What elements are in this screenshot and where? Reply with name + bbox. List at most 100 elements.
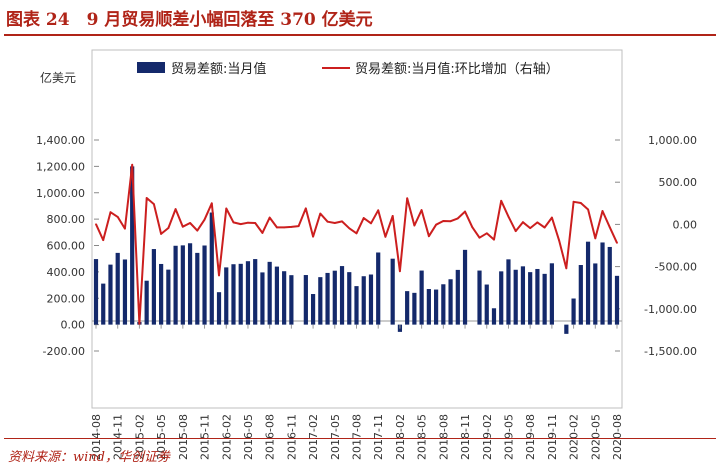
bar-67	[578, 265, 583, 325]
bar-50	[455, 269, 460, 325]
x-tick-label: 2018-02	[394, 414, 407, 460]
bar-29	[303, 275, 308, 325]
line-point-68	[587, 208, 589, 211]
bar-53	[477, 270, 482, 325]
y-tick-label: -200.00	[43, 345, 85, 358]
bar-71	[607, 246, 612, 325]
y-tick-label: 1,400.00	[36, 134, 85, 147]
line-point-52	[471, 226, 474, 229]
line-point-22	[254, 222, 257, 224]
y-tick-label: 1,200.00	[36, 160, 85, 173]
x-tick-label: 2016-08	[264, 414, 277, 460]
bar-49	[448, 279, 453, 325]
bar-16	[209, 212, 214, 325]
bar-47	[433, 289, 439, 325]
line-point-31	[319, 212, 322, 215]
y2-tick-label: 500.00	[659, 176, 698, 189]
x-tick-label: 2020-05	[589, 414, 602, 460]
line-series	[95, 163, 618, 325]
line-point-26	[283, 226, 286, 229]
line-point-47	[435, 223, 437, 226]
bar-43	[405, 291, 410, 325]
left-axis: -200.00 0.00 200.00 400.00 600.00 800.00 1,000…	[36, 134, 99, 358]
line-point-15	[203, 218, 206, 221]
bar-59	[520, 266, 526, 325]
line-point-23	[261, 232, 264, 234]
bar-56	[499, 271, 504, 325]
bar-19	[231, 264, 236, 325]
x-tick-label: 2020-08	[611, 414, 624, 460]
line-point-51	[464, 210, 466, 213]
line-point-14	[196, 229, 199, 232]
bar-62	[542, 273, 547, 325]
line-point-18	[225, 207, 228, 210]
line-point-64	[558, 239, 561, 242]
y2-tick-label: -1,500.00	[644, 345, 697, 358]
title-rule	[4, 34, 716, 36]
bar-38	[368, 274, 374, 325]
bar-series	[93, 166, 620, 334]
legend: 贸易差额:当月值 贸易差额:当月值:环比增加（右轴）	[137, 61, 559, 77]
line-point-16	[210, 202, 213, 205]
bar-20	[238, 263, 243, 325]
y-tick-label: 400.00	[47, 266, 86, 279]
bar-58	[513, 269, 518, 325]
bar-46	[426, 289, 431, 325]
x-tick-label: 2017-11	[372, 414, 385, 460]
bar-13	[187, 243, 193, 325]
y-axis-unit-label: 亿美元	[40, 70, 76, 85]
bar-22	[253, 259, 258, 325]
line-point-70	[601, 210, 604, 212]
bar-9	[159, 263, 164, 325]
bar-4	[122, 259, 128, 325]
x-tick-label: 2020-02	[568, 414, 581, 460]
line-point-59	[522, 221, 524, 224]
line-point-38	[370, 222, 372, 225]
line-point-28	[297, 225, 300, 227]
bar-1	[101, 283, 106, 325]
x-tick-label: 2017-02	[307, 414, 320, 460]
bar-39	[376, 252, 381, 325]
line-point-54	[485, 232, 488, 235]
y2-tick-label: -500.00	[655, 261, 697, 274]
bar-68	[585, 241, 591, 325]
bar-65	[564, 324, 569, 334]
y-tick-label: 1,000.00	[36, 187, 85, 200]
line-point-44	[413, 224, 416, 227]
x-tick-label: 2016-05	[242, 414, 255, 460]
bar-35	[347, 272, 352, 325]
source-note: 资料来源：wind，华创证券	[8, 450, 170, 465]
y-tick-label: 600.00	[47, 240, 86, 253]
line-point-37	[362, 217, 365, 219]
x-tick-label: 2019-11	[546, 414, 559, 460]
legend-bar-swatch	[137, 62, 165, 73]
line-point-41	[391, 215, 394, 217]
y2-tick-label: -1,000.00	[644, 303, 697, 316]
bar-45	[419, 270, 424, 325]
x-tick-label: 2019-02	[481, 414, 494, 460]
line-point-57	[507, 215, 510, 218]
bar-26	[282, 271, 287, 325]
line-point-36	[355, 232, 358, 235]
bar-17	[216, 292, 222, 325]
y2-tick-label: 1,000.00	[648, 134, 697, 147]
bar-14	[195, 252, 200, 325]
line-point-55	[493, 238, 495, 241]
line-point-3	[116, 215, 119, 218]
line-point-58	[514, 230, 517, 232]
line-point-45	[420, 209, 423, 212]
line-point-21	[247, 221, 249, 224]
bar-15	[202, 245, 207, 325]
line-point-46	[427, 235, 430, 238]
bar-12	[180, 245, 185, 325]
line-point-7	[145, 197, 148, 199]
line-point-61	[536, 221, 539, 224]
line-point-32	[326, 220, 329, 223]
x-tick-label: 2018-05	[416, 414, 429, 460]
line-point-4	[124, 227, 126, 230]
line-point-12	[181, 225, 184, 228]
line-point-42	[399, 270, 401, 273]
line-point-10	[167, 227, 170, 229]
line-point-40	[384, 235, 387, 238]
